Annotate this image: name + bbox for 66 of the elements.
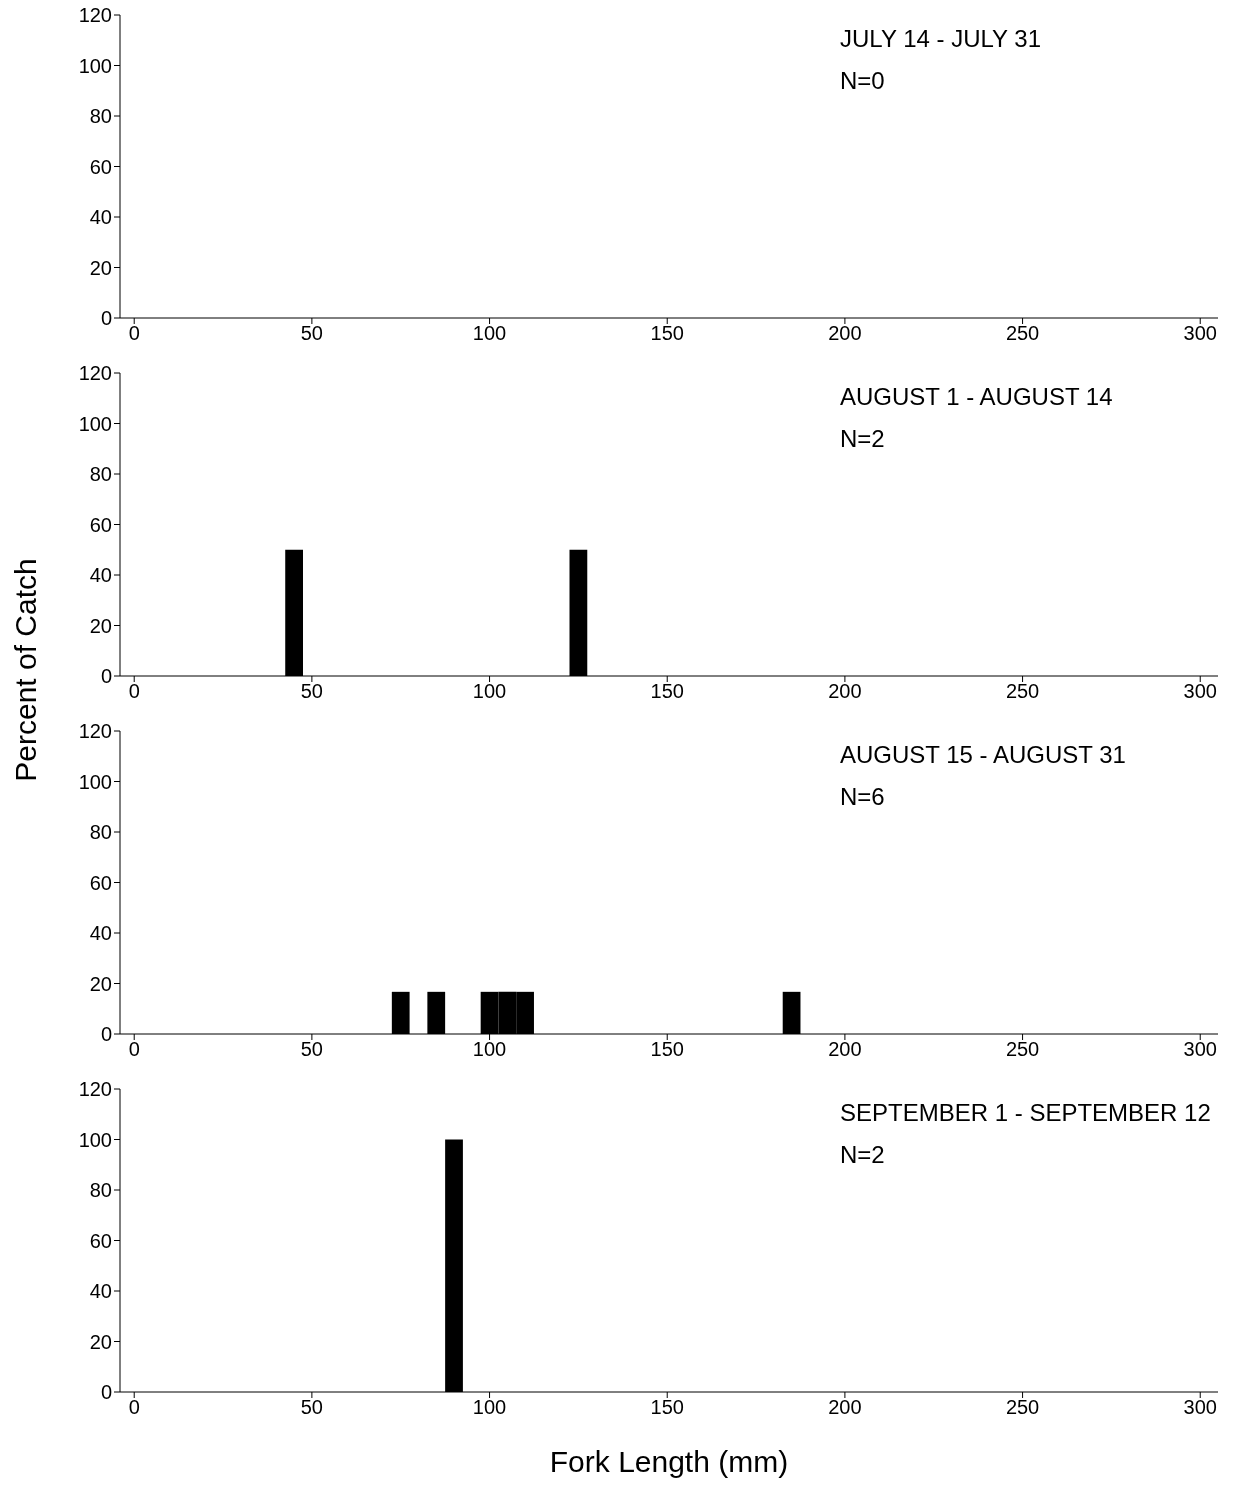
annotation: AUGUST 15 - AUGUST 31 (840, 740, 1126, 770)
x-tick-label: 300 (1183, 680, 1217, 703)
x-tick-label: 200 (828, 1396, 862, 1419)
x-tick-label: 200 (828, 680, 862, 703)
x-tick-label: 50 (300, 1038, 324, 1061)
x-tick-label: 150 (650, 680, 684, 703)
annotation: N=2 (840, 424, 886, 454)
x-tick-label: 150 (650, 1038, 684, 1061)
x-tick-label: 100 (472, 322, 507, 345)
y-tick-label: 20 (89, 1330, 112, 1353)
annotation: N=2 (840, 1140, 886, 1170)
annotation: SEPTEMBER 1 - SEPTEMBER 12 (840, 1098, 1211, 1128)
x-tick-label: 300 (1183, 1038, 1217, 1061)
x-tick-label: 250 (1005, 1396, 1040, 1419)
y-tick-label: 40 (89, 206, 112, 229)
y-tick-label: 80 (89, 821, 112, 844)
x-tick-label: 300 (1183, 1396, 1217, 1419)
x-tick-label: 0 (128, 322, 140, 345)
y-tick-label: 40 (89, 564, 112, 587)
y-tick-label: 100 (78, 412, 112, 435)
x-tick-label: 0 (128, 1038, 140, 1061)
y-tick-label: 120 (78, 362, 112, 385)
x-tick-label: 150 (650, 322, 684, 345)
x-tick-label: 200 (828, 322, 862, 345)
y-tick-label: 120 (78, 720, 112, 743)
x-tick-label: 0 (128, 1396, 140, 1419)
x-tick-label: 100 (472, 680, 507, 703)
annotation: AUGUST 1 - AUGUST 14 (840, 382, 1113, 412)
x-axis-title: Fork Length (mm) (549, 1445, 789, 1478)
y-tick-label: 80 (89, 105, 112, 128)
y-tick-label: 20 (89, 256, 112, 279)
x-tick-label: 100 (472, 1396, 507, 1419)
y-tick-label: 100 (78, 770, 112, 793)
y-tick-label: 60 (89, 1229, 112, 1252)
y-tick-label: 20 (89, 972, 112, 995)
x-tick-label: 50 (300, 322, 324, 345)
y-tick-label: 80 (89, 463, 112, 486)
x-tick-label: 50 (300, 1396, 324, 1419)
annotation: N=0 (840, 66, 886, 96)
y-tick-label: 80 (89, 1179, 112, 1202)
y-axis-title: Percent of Catch (9, 558, 43, 782)
y-tick-label: 120 (78, 1078, 112, 1101)
y-tick-label: 0 (100, 665, 112, 688)
annotation: JULY 14 - JULY 31 (840, 24, 1041, 54)
x-tick-label: 200 (828, 1038, 862, 1061)
x-tick-label: 250 (1005, 1038, 1040, 1061)
y-tick-label: 0 (100, 1023, 112, 1046)
y-tick-label: 60 (89, 871, 112, 894)
y-tick-label: 60 (89, 155, 112, 178)
x-tick-label: 0 (128, 680, 140, 703)
y-tick-label: 100 (78, 1128, 112, 1151)
y-tick-label: 40 (89, 1280, 112, 1303)
y-tick-label: 0 (100, 307, 112, 330)
y-tick-label: 100 (78, 54, 112, 77)
y-tick-label: 40 (89, 922, 112, 945)
x-tick-label: 100 (472, 1038, 507, 1061)
x-tick-label: 50 (300, 680, 324, 703)
x-tick-label: 150 (650, 1396, 684, 1419)
y-tick-label: 0 (100, 1381, 112, 1404)
x-tick-label: 250 (1005, 680, 1040, 703)
y-tick-label: 20 (89, 614, 112, 637)
annotation: N=6 (840, 782, 886, 812)
x-tick-label: 300 (1183, 322, 1217, 345)
y-tick-label: 60 (89, 513, 112, 536)
x-tick-label: 250 (1005, 322, 1040, 345)
y-tick-label: 120 (78, 4, 112, 27)
